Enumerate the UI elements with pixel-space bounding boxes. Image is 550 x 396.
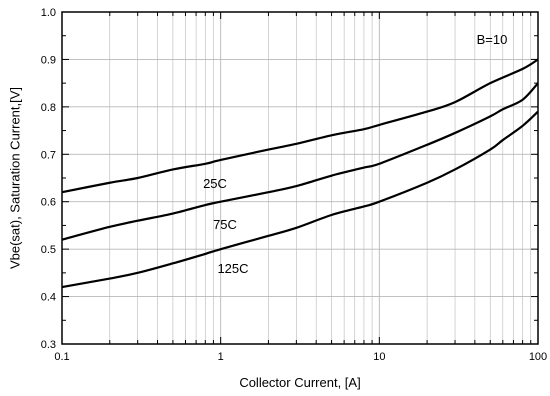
- y-tick-label: 0.4: [41, 292, 56, 304]
- series-lines: [61, 58, 539, 289]
- x-tick-labels: 0.1 1 10 100: [54, 351, 547, 363]
- y-tick-label: 0.7: [41, 149, 56, 161]
- y-axis-title: Vbe(sat), Saturation Current,[V]: [7, 87, 22, 269]
- y-tick-labels: 0.3 0.4 0.5 0.6 0.7 0.8 0.9 1.0: [41, 7, 56, 351]
- series-line-75C: [61, 82, 539, 241]
- y-tick-label: 0.6: [41, 197, 56, 209]
- x-axis-title: Collector Current, [A]: [239, 375, 360, 390]
- beta-annotation: B=10: [477, 32, 508, 47]
- series-label-75C: 75C: [213, 217, 237, 232]
- plot-frame: [61, 11, 539, 345]
- series-line-125C: [61, 110, 539, 289]
- series-line-25C: [61, 58, 539, 194]
- y-tick-label: 0.8: [41, 102, 56, 114]
- series-label-25C: 25C: [203, 176, 227, 191]
- gridlines: [62, 12, 538, 344]
- x-tick-label: 10: [373, 351, 385, 363]
- series-labels: 25C 75C 125C: [203, 176, 248, 276]
- y-tick-label: 0.3: [41, 339, 56, 351]
- y-tick-label: 0.9: [41, 54, 56, 66]
- x-tick-label: 0.1: [54, 351, 69, 363]
- y-tick-label: 1.0: [41, 7, 56, 19]
- series-label-125C: 125C: [217, 261, 248, 276]
- y-tick-label: 0.5: [41, 244, 56, 256]
- x-tick-label: 1: [218, 351, 224, 363]
- x-tick-label: 100: [529, 351, 547, 363]
